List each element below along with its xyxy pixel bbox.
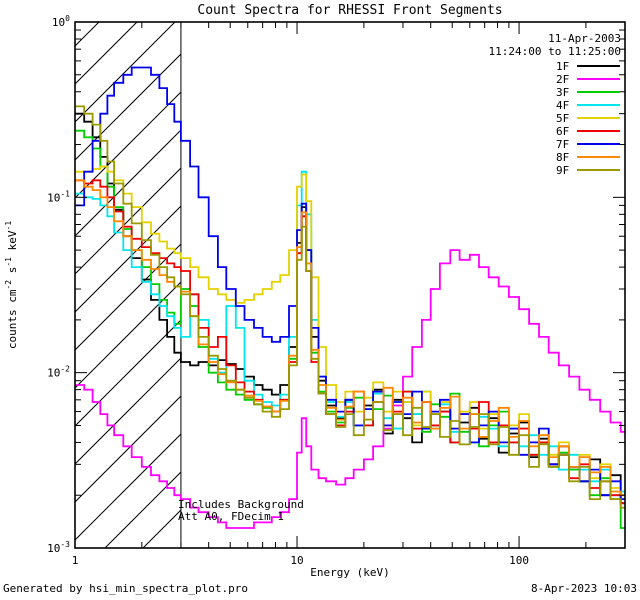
hatch-line [75,205,181,313]
x-tick-label: 1 [72,554,79,567]
plot-frame [74,21,626,549]
annotation-background: Includes Background [178,498,304,511]
hatch-line [75,319,181,427]
hatch-line [75,433,181,541]
plot-title: Count Spectra for RHESSI Front Segments [197,3,502,18]
x-axis-label: Energy (keV) [310,566,389,579]
y-axis-label: counts cm-2 s-1 keV-1 [4,221,19,349]
spectra-lines [75,66,625,529]
legend-label-7F: 7F [556,138,569,151]
footer-timestamp: 8-Apr-2023 10:03 [531,582,637,595]
legend-label-1F: 1F [556,60,569,73]
y-tick-label: 10-1 [47,189,70,204]
x-tick-label: 10 [290,554,303,567]
series-line-3F [75,129,625,529]
hatch-line [75,22,176,123]
legend-label-8F: 8F [556,151,569,164]
annotation-attenuator: Att A0, FDecim 1 [178,510,284,523]
footer-generator: Generated by hsi_min_spectra_plot.pro [3,582,248,595]
legend-label-4F: 4F [556,99,569,112]
hatch-line [333,8,640,548]
hatch-line [75,91,181,199]
series-line-4F [75,170,625,497]
legend-label-9F: 9F [556,164,569,177]
obs-date: 11-Apr-2003 [548,32,621,45]
legend-label-3F: 3F [556,86,569,99]
y-tick-label: 100 [52,14,70,29]
hatch-region [75,8,640,548]
series-line-9F [75,105,625,509]
hatch-line [75,243,181,351]
obs-time-range: 11:24:00 to 11:25:00 [489,45,621,58]
hatch-line [75,281,181,389]
hatch-line [75,395,181,503]
axis-ticks [74,21,626,549]
x-tick-label: 100 [509,554,529,567]
hatch-line [75,357,181,465]
legend-label-2F: 2F [556,73,569,86]
series-line-5F [75,165,625,497]
chart-layer: 1 10 100 100 10-1 10-2 10-3 counts cm-2 s-1 keV… [4,8,640,567]
y-tick-label: 10-2 [47,365,70,380]
series-line-2F [75,249,625,529]
hatch-line [75,53,181,161]
y-tick-label: 10-3 [47,540,70,555]
legend-label-5F: 5F [556,112,569,125]
legend-label-6F: 6F [556,125,569,138]
